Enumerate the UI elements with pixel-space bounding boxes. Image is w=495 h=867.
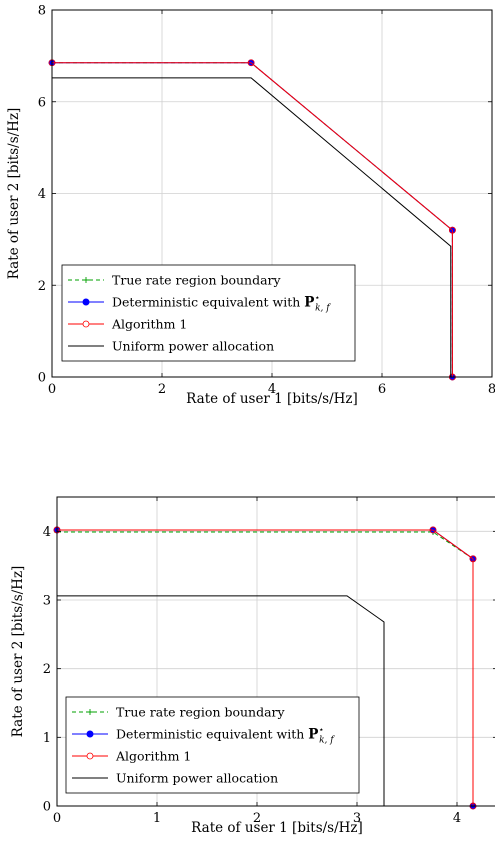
legend-text: Uniform power allocation	[116, 771, 278, 786]
y-tick-label: 1	[43, 731, 51, 746]
legend-text: Deterministic equivalent with	[116, 727, 308, 742]
legend-box	[61, 264, 356, 362]
legend-marker-2	[86, 752, 94, 760]
x-tick-label: 1	[153, 811, 161, 826]
x-tick-label: 3	[353, 811, 361, 826]
bottom-rate-region-chart: 0 1 2 3 4 0 1 2 3 4 Rate of user 1 [bits/s/Hz] Rate…	[10, 496, 495, 836]
x-tick-label: 0	[53, 811, 61, 826]
legend-math-subscript: k, f	[319, 736, 335, 746]
x-tick-label: 8	[488, 382, 495, 397]
series-line-2	[52, 62, 453, 377]
legend-label-0: True rate region boundary	[112, 273, 282, 288]
legend-marker-0	[83, 277, 89, 283]
x-tick-label: 2	[158, 382, 166, 397]
y-axis-label: Rate of user 2 [bits/s/Hz]	[6, 108, 22, 280]
x-axis-label: Rate of user 1 [bits/s/Hz]	[186, 391, 358, 407]
legend-text: True rate region boundary	[112, 273, 282, 288]
legend-label-3: Uniform power allocation	[112, 339, 274, 354]
series-point-2	[469, 555, 477, 563]
legend-label-0: True rate region boundary	[116, 705, 286, 720]
y-tick-label: 4	[38, 187, 46, 202]
legend-marker-0	[87, 709, 93, 715]
legend-math-symbol: P	[308, 727, 318, 743]
x-tick-label: 4	[453, 811, 461, 826]
y-tick-label: 4	[43, 525, 51, 540]
y-tick-label: 3	[43, 594, 51, 609]
x-tick-label: 2	[253, 811, 261, 826]
series-line-3	[57, 595, 385, 806]
legend-math-superscript: ⋆	[314, 294, 320, 304]
legend-marker-1	[82, 298, 90, 306]
plot-frame	[56, 496, 495, 807]
legend-label-2: Algorithm 1	[111, 317, 187, 332]
legend-label-1: Deterministic equivalent with P⋆ k, f	[112, 294, 331, 314]
y-tick-label: 6	[38, 95, 46, 110]
legend-math-superscript: ⋆	[318, 726, 324, 736]
legend-label-2: Algorithm 1	[115, 749, 191, 764]
y-tick-label: 0	[38, 371, 46, 386]
series-point-2	[429, 526, 437, 534]
legend-text: True rate region boundary	[116, 705, 286, 720]
legend: True rate region boundary Deterministic e…	[65, 696, 360, 794]
legend-text: Uniform power allocation	[112, 339, 274, 354]
x-tick-label: 0	[48, 382, 56, 397]
legend-label-1: Deterministic equivalent with P⋆ k, f	[116, 726, 335, 746]
x-tick-label: 6	[378, 382, 386, 397]
legend-marker-2	[82, 320, 90, 328]
x-tick-label: 4	[268, 382, 276, 397]
legend-marker-1	[86, 730, 94, 738]
y-tick-label: 0	[43, 800, 51, 815]
legend-text: Algorithm 1	[115, 749, 191, 764]
x-axis-label: Rate of user 1 [bits/s/Hz]	[191, 820, 363, 836]
legend-math-symbol: P	[304, 295, 314, 311]
y-tick-label: 8	[38, 4, 46, 19]
legend-text: Deterministic equivalent with	[112, 295, 304, 310]
series-line-3	[52, 77, 452, 377]
legend-label-3: Uniform power allocation	[116, 771, 278, 786]
legend-box	[65, 696, 360, 794]
legend-math-subscript: k, f	[315, 304, 331, 314]
top-rate-region-chart: 0 2 4 6 8 0 2 4 6 8 Rate of user 1 [bits/s/Hz] Rate…	[6, 4, 495, 408]
series-point-2	[448, 226, 456, 234]
y-axis-label: Rate of user 2 [bits/s/Hz]	[10, 566, 26, 738]
y-tick-label: 2	[38, 279, 46, 294]
y-tick-label: 2	[43, 662, 51, 677]
series-line-2	[57, 529, 474, 806]
series-point-2	[247, 59, 255, 67]
legend: True rate region boundary Deterministic e…	[61, 264, 356, 362]
legend-text: Algorithm 1	[111, 317, 187, 332]
